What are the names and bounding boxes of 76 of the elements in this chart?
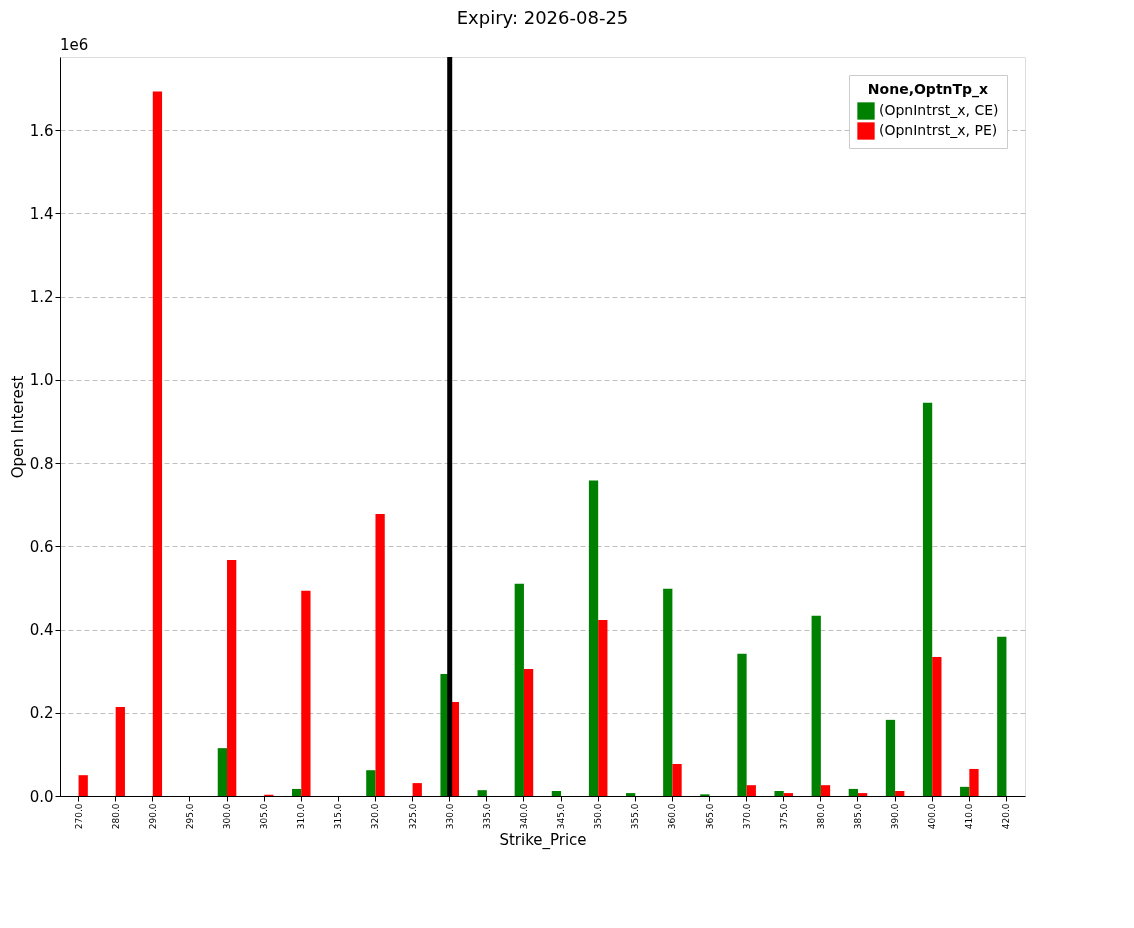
bar: [997, 636, 1007, 796]
x-tick-label: 320.0: [370, 803, 381, 830]
bar: [551, 791, 562, 796]
y-tick-label: 0.4: [29, 621, 54, 640]
bar: [895, 791, 905, 796]
bar: [78, 775, 88, 796]
y-tick-label: 0.0: [29, 787, 54, 806]
y-tick-label: 0.6: [29, 537, 54, 556]
bar: [774, 791, 784, 796]
bar: [598, 619, 608, 796]
bar: [366, 770, 376, 796]
bar: [477, 790, 487, 796]
bar: [969, 768, 979, 796]
x-tick-label: 345.0: [556, 803, 567, 830]
x-tick-label: 325.0: [407, 803, 418, 830]
y-tick-label: 1.4: [29, 204, 54, 223]
bar: [848, 788, 858, 796]
bar: [217, 748, 228, 796]
bar: [152, 91, 163, 796]
chart-title: Expiry: 2026-08-25: [456, 7, 629, 28]
x-tick-label: 420.0: [1001, 803, 1012, 830]
bar: [588, 480, 599, 796]
y-axis-title: Open Interest: [8, 375, 27, 479]
x-tick-label: 375.0: [778, 803, 789, 830]
bar: [375, 513, 385, 796]
bar: [932, 657, 942, 796]
y-tick-label: 1.0: [29, 371, 54, 390]
x-tick-label: 400.0: [927, 803, 938, 830]
x-tick-label: 360.0: [667, 803, 678, 830]
bar: [811, 615, 821, 796]
x-tick-label: 280.0: [110, 803, 121, 830]
x-tick-label: 270.0: [73, 803, 84, 830]
bar: [663, 588, 673, 796]
y-tick-label: 0.8: [29, 454, 54, 473]
x-tick-label: 410.0: [964, 803, 975, 830]
bar: [672, 763, 682, 796]
y-tick-label: 1.2: [29, 288, 54, 307]
bar: [820, 785, 831, 796]
bar: [227, 560, 237, 796]
bar: [783, 793, 794, 796]
y-tick-label: 1.6: [29, 121, 54, 140]
x-tick-label: 310.0: [296, 803, 307, 830]
y-tick-label: 0.2: [29, 704, 54, 723]
x-tick-label: 385.0: [852, 803, 863, 830]
bar: [115, 706, 125, 796]
x-tick-label: 300.0: [222, 803, 233, 830]
bar: [922, 402, 933, 796]
x-axis-title: Strike_Price: [499, 831, 587, 851]
legend-label: (OpnIntrst_x, CE): [879, 102, 999, 118]
x-tick-label: 315.0: [333, 803, 344, 830]
legend-label: (OpnIntrst_x, PE): [879, 122, 998, 138]
bar: [857, 793, 868, 796]
x-tick-label: 390.0: [890, 803, 901, 830]
text: 1e6: [60, 36, 89, 54]
x-tick-label: 380.0: [815, 803, 826, 830]
x-tick-label: 295.0: [184, 803, 195, 830]
bar: [301, 590, 311, 796]
x-tick-label: 370.0: [741, 803, 752, 830]
bar: [960, 786, 970, 796]
legend-title: None,OptnTp_x: [867, 81, 989, 98]
x-tick-label: 330.0: [444, 803, 455, 830]
x-tick-label: 365.0: [704, 803, 715, 830]
bar: [412, 783, 422, 796]
bar: [514, 583, 524, 796]
bar: [626, 793, 636, 796]
bar: [737, 653, 747, 796]
bar: [885, 719, 896, 796]
bar: [746, 785, 756, 796]
x-tick-label: 355.0: [630, 803, 641, 830]
x-tick-label: 335.0: [481, 803, 492, 830]
bar: [291, 788, 302, 796]
x-tick-label: 350.0: [593, 803, 604, 830]
bar: [523, 669, 534, 796]
x-tick-label: 305.0: [259, 803, 270, 830]
x-tick-label: 290.0: [147, 803, 158, 830]
x-tick-label: 340.0: [518, 803, 529, 830]
